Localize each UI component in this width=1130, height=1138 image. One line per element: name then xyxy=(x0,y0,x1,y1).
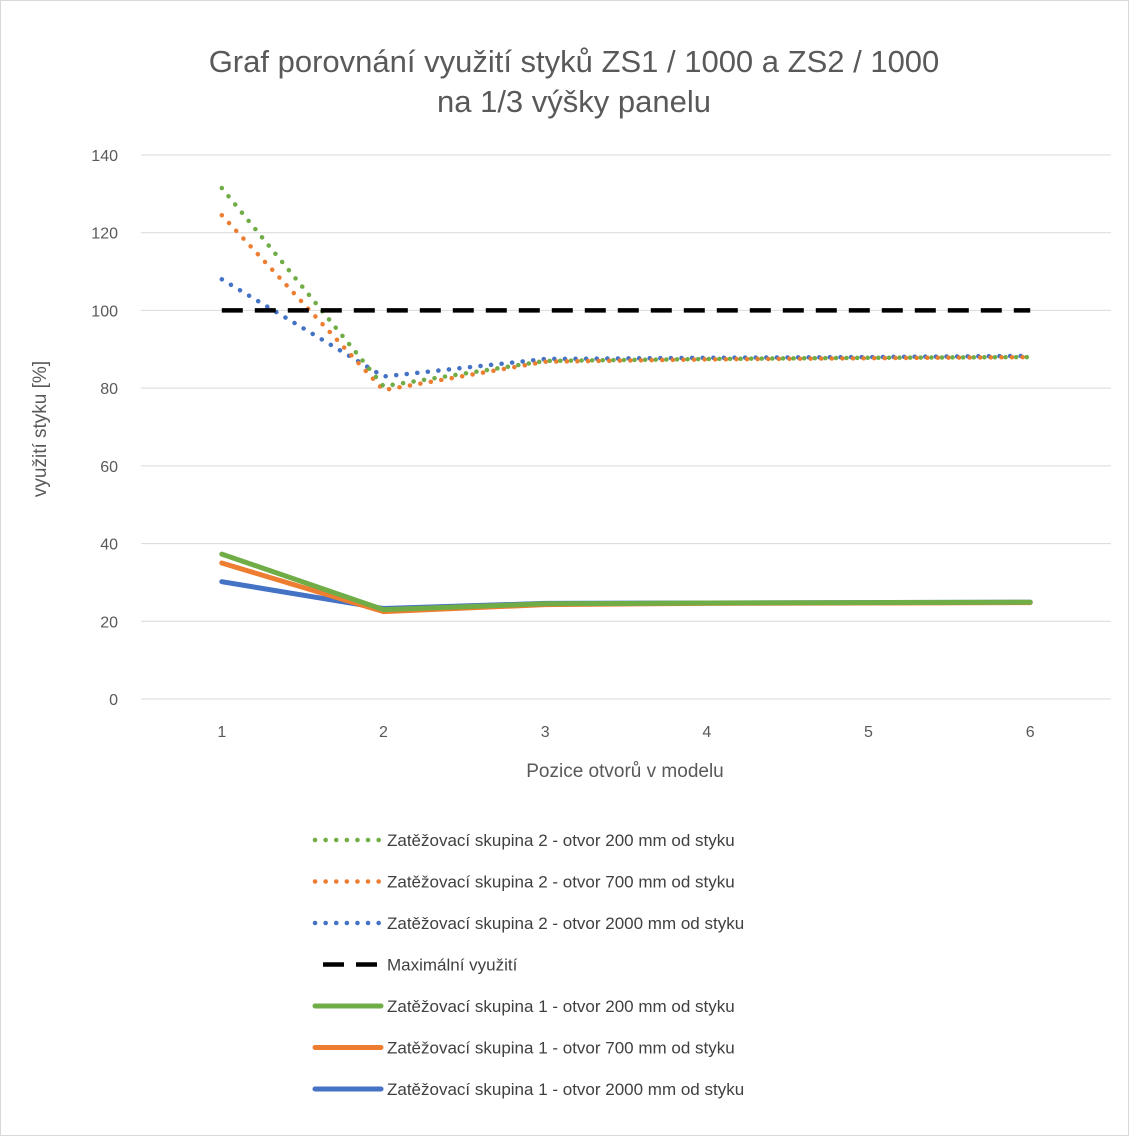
x-axis-tick-labels: 1 2 3 4 5 6 xyxy=(217,724,1034,741)
y-axis-title: využití styku [%] xyxy=(30,361,51,497)
series-1 xyxy=(222,188,1030,386)
legend-item: Zatěžovací skupina 2 - otvor 200 mm od s… xyxy=(315,831,735,850)
x-tick-label: 6 xyxy=(1026,724,1035,741)
legend-item: Zatěžovací skupina 2 - otvor 2000 mm od … xyxy=(315,914,744,933)
x-tick-label: 3 xyxy=(541,724,550,741)
y-tick-label: 40 xyxy=(100,537,118,554)
y-tick-label: 100 xyxy=(91,303,118,320)
chart-title-line-1: Graf porovnání využití styků ZS1 / 1000 … xyxy=(209,44,940,79)
legend-label: Zatěžovací skupina 2 - otvor 200 mm od s… xyxy=(387,831,735,850)
legend: Zatěžovací skupina 2 - otvor 200 mm od s… xyxy=(315,831,744,1099)
y-tick-label: 140 xyxy=(91,148,118,165)
y-tick-label: 60 xyxy=(100,459,118,476)
series-line xyxy=(222,188,1030,386)
x-axis-title: Pozice otvorů v modelu xyxy=(526,761,724,782)
legend-label: Zatěžovací skupina 1 - otvor 700 mm od s… xyxy=(387,1039,735,1058)
x-tick-label: 5 xyxy=(864,724,873,741)
gridlines xyxy=(141,155,1111,699)
series-line xyxy=(222,279,1030,376)
legend-label: Zatěžovací skupina 2 - otvor 2000 mm od … xyxy=(387,914,744,933)
series-lines xyxy=(222,188,1030,612)
chart-title: Graf porovnání využití styků ZS1 / 1000 … xyxy=(209,44,940,119)
y-tick-label: 0 xyxy=(109,692,118,709)
y-tick-label: 80 xyxy=(100,381,118,398)
legend-label: Zatěžovací skupina 1 - otvor 2000 mm od … xyxy=(387,1080,744,1099)
legend-label: Maximální využití xyxy=(387,956,518,975)
x-tick-label: 2 xyxy=(379,724,388,741)
legend-item: Zatěžovací skupina 1 - otvor 2000 mm od … xyxy=(315,1080,744,1099)
legend-item: Zatěžovací skupina 1 - otvor 200 mm od s… xyxy=(315,997,735,1016)
chart-title-line-2: na 1/3 výšky panelu xyxy=(437,84,711,119)
y-tick-label: 20 xyxy=(100,614,118,631)
legend-item: Maximální využití xyxy=(323,956,518,975)
x-tick-label: 1 xyxy=(217,724,226,741)
y-tick-label: 120 xyxy=(91,226,118,243)
series-line xyxy=(222,215,1030,390)
legend-item: Zatěžovací skupina 2 - otvor 700 mm od s… xyxy=(315,873,735,892)
legend-label: Zatěžovací skupina 1 - otvor 200 mm od s… xyxy=(387,997,735,1016)
series-3 xyxy=(222,279,1030,376)
x-tick-label: 4 xyxy=(702,724,711,741)
y-axis-tick-labels: 0 20 40 60 80 100 120 140 xyxy=(91,148,118,709)
series-2 xyxy=(222,215,1030,390)
legend-item: Zatěžovací skupina 1 - otvor 700 mm od s… xyxy=(315,1039,735,1058)
legend-label: Zatěžovací skupina 2 - otvor 700 mm od s… xyxy=(387,873,735,892)
